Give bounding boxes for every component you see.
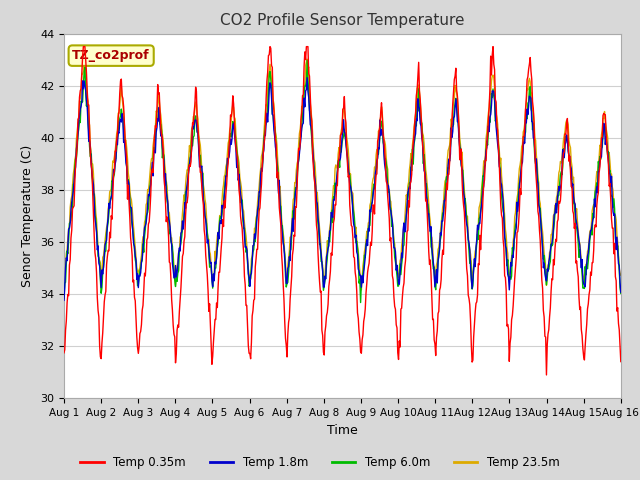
Temp 6.0m	[412, 119, 419, 124]
Temp 1.8m	[617, 289, 625, 295]
Temp 1.8m	[214, 244, 221, 250]
Temp 0.35m	[185, 164, 193, 170]
Temp 6.0m	[303, 58, 311, 63]
Temp 6.0m	[428, 246, 436, 252]
Line: Temp 0.35m: Temp 0.35m	[64, 47, 621, 375]
Temp 0.35m	[60, 350, 68, 356]
Temp 1.8m	[411, 133, 419, 139]
Temp 0.35m	[428, 272, 435, 278]
Temp 0.35m	[617, 359, 625, 364]
Temp 1.8m	[127, 205, 135, 211]
Temp 6.0m	[127, 217, 135, 223]
Temp 6.0m	[356, 300, 364, 305]
Temp 23.5m	[428, 235, 436, 240]
Temp 23.5m	[80, 56, 88, 62]
Temp 0.35m	[79, 44, 87, 49]
Temp 6.0m	[70, 181, 78, 187]
Temp 0.35m	[70, 203, 78, 209]
Line: Temp 1.8m: Temp 1.8m	[64, 78, 621, 300]
Temp 6.0m	[60, 296, 68, 301]
Temp 23.5m	[214, 229, 222, 235]
Legend: Temp 0.35m, Temp 1.8m, Temp 6.0m, Temp 23.5m: Temp 0.35m, Temp 1.8m, Temp 6.0m, Temp 2…	[76, 452, 564, 474]
Temp 1.8m	[184, 176, 192, 181]
Temp 6.0m	[617, 290, 625, 296]
Title: CO2 Profile Sensor Temperature: CO2 Profile Sensor Temperature	[220, 13, 465, 28]
Y-axis label: Senor Temperature (C): Senor Temperature (C)	[22, 145, 35, 287]
Temp 1.8m	[428, 224, 435, 229]
Temp 23.5m	[358, 287, 365, 293]
Temp 1.8m	[70, 180, 78, 185]
Line: Temp 6.0m: Temp 6.0m	[64, 60, 621, 302]
Temp 0.35m	[128, 253, 136, 259]
Temp 23.5m	[185, 155, 193, 161]
Temp 6.0m	[184, 179, 192, 185]
Temp 23.5m	[617, 272, 625, 278]
Temp 23.5m	[128, 204, 136, 210]
Temp 0.35m	[543, 372, 550, 378]
Temp 0.35m	[411, 119, 419, 124]
X-axis label: Time: Time	[327, 424, 358, 437]
Text: TZ_co2prof: TZ_co2prof	[72, 49, 150, 62]
Temp 1.8m	[60, 298, 68, 303]
Temp 23.5m	[70, 166, 78, 171]
Temp 6.0m	[214, 245, 221, 251]
Temp 0.35m	[214, 284, 222, 289]
Temp 1.8m	[303, 75, 311, 81]
Temp 23.5m	[60, 272, 68, 277]
Temp 23.5m	[412, 111, 419, 117]
Line: Temp 23.5m: Temp 23.5m	[64, 59, 621, 290]
